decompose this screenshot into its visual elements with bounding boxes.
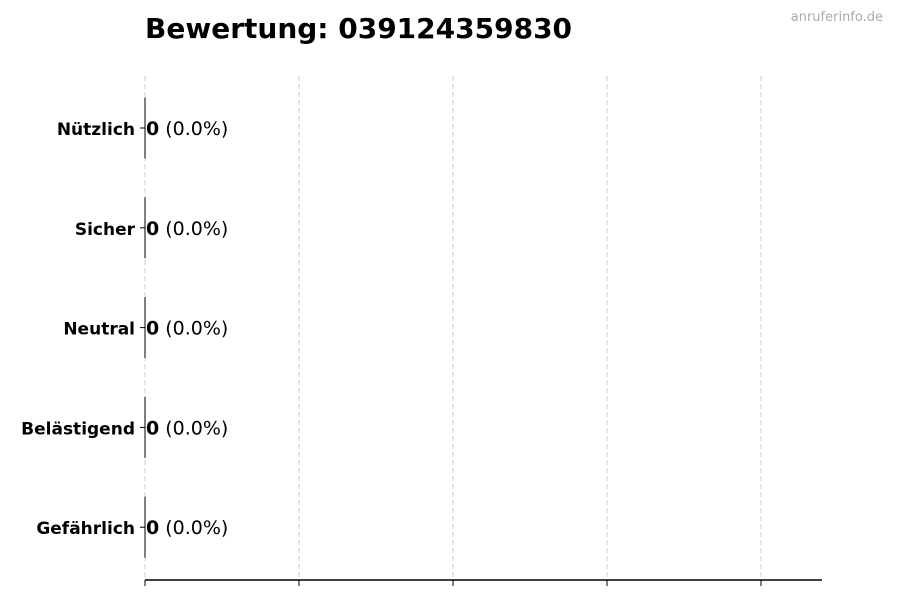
data-label-percent: (0.0%) — [165, 517, 228, 539]
data-label: 0 (0.0%) — [146, 417, 228, 439]
y-tick-label: Nützlich — [57, 120, 135, 140]
data-label-percent: (0.0%) — [165, 218, 228, 240]
data-label-count: 0 — [146, 517, 159, 539]
data-label: 0 (0.0%) — [146, 318, 228, 340]
y-tick-label: Belästigend — [21, 419, 135, 439]
y-tick-label: Sicher — [75, 220, 136, 240]
data-label-percent: (0.0%) — [165, 318, 228, 340]
watermark: anruferinfo.de — [790, 10, 883, 25]
chart-title: Bewertung: 039124359830 — [145, 12, 573, 45]
data-label: 0 (0.0%) — [146, 218, 228, 240]
data-label: 0 (0.0%) — [146, 517, 228, 539]
y-tick-label: Neutral — [63, 320, 135, 340]
data-label-count: 0 — [146, 318, 159, 340]
data-label-percent: (0.0%) — [165, 417, 228, 439]
data-label-count: 0 — [146, 218, 159, 240]
data-label: 0 (0.0%) — [146, 118, 228, 140]
y-tick-label: Gefährlich — [36, 519, 135, 539]
data-label-count: 0 — [146, 417, 159, 439]
data-label-percent: (0.0%) — [165, 118, 228, 140]
data-label-count: 0 — [146, 118, 159, 140]
